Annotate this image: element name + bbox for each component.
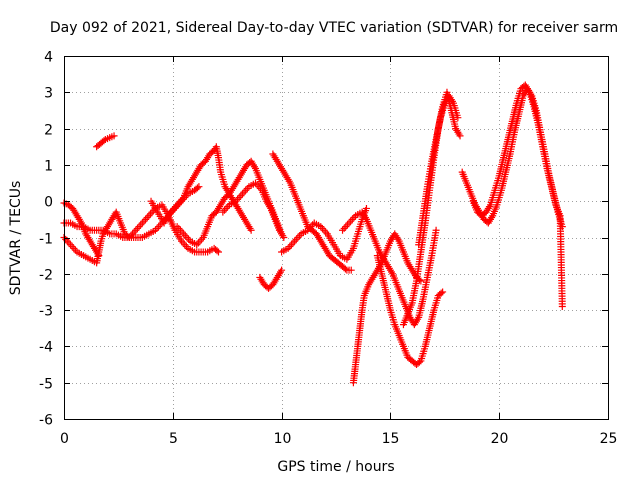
data-point xyxy=(237,192,245,200)
data-point xyxy=(138,219,146,227)
x-axis-label: GPS time / hours xyxy=(277,459,394,475)
data-point xyxy=(348,215,356,223)
data-point xyxy=(181,241,189,249)
data-point xyxy=(219,208,227,216)
data-point xyxy=(222,204,230,212)
data-point xyxy=(70,244,78,252)
y-tick-label: -4 xyxy=(39,340,53,356)
y-tick-label: 3 xyxy=(44,86,53,102)
data-point xyxy=(340,224,348,232)
data-point xyxy=(342,223,350,231)
x-tick-label: 25 xyxy=(600,431,618,447)
data-point xyxy=(137,221,145,229)
data-point xyxy=(280,234,288,241)
data-point xyxy=(143,214,151,222)
data-point xyxy=(142,215,150,223)
series-track-h xyxy=(256,266,286,292)
data-point xyxy=(195,183,203,191)
y-tick-label: 0 xyxy=(44,195,53,211)
series-track-j xyxy=(278,204,370,263)
axis-ticks xyxy=(64,56,609,420)
data-point xyxy=(214,248,222,256)
x-tick-label: 0 xyxy=(60,431,69,447)
y-tick-label: -6 xyxy=(39,413,53,429)
data-point xyxy=(240,188,248,196)
data-point xyxy=(181,232,189,240)
data-point xyxy=(67,241,75,249)
data-point xyxy=(454,114,462,122)
y-tick-label: 2 xyxy=(44,123,53,139)
data-point xyxy=(220,206,228,214)
data-point xyxy=(437,289,445,297)
data-point xyxy=(140,217,148,225)
data-point xyxy=(110,132,118,140)
x-tick-label: 20 xyxy=(491,431,509,447)
series-track-e xyxy=(147,143,255,234)
data-marks xyxy=(60,81,566,387)
series-track-m xyxy=(373,252,447,369)
data-point xyxy=(155,223,163,231)
data-point xyxy=(456,132,464,140)
data-point xyxy=(135,223,143,231)
data-point xyxy=(145,212,153,220)
chart-title: Day 092 of 2021, Sidereal Day-to-day VTE… xyxy=(50,20,618,36)
y-axis-label: SDTVAR / TECUs xyxy=(8,181,24,296)
y-tick-label: -1 xyxy=(39,232,53,248)
series-track-q xyxy=(469,81,566,310)
series-track-i xyxy=(269,150,355,274)
data-point xyxy=(235,194,243,202)
y-tick-label: 1 xyxy=(44,159,53,175)
grid xyxy=(64,56,608,419)
data-point xyxy=(132,226,140,234)
data-point xyxy=(65,239,73,247)
data-point xyxy=(339,226,347,234)
data-point xyxy=(213,247,221,255)
data-point xyxy=(146,210,154,218)
data-point xyxy=(100,137,108,145)
data-point xyxy=(292,235,300,243)
x-tick-label: 10 xyxy=(274,431,292,447)
data-point xyxy=(320,226,328,234)
data-point xyxy=(183,234,191,241)
series-track-n xyxy=(399,88,464,329)
data-point xyxy=(415,358,423,366)
data-point xyxy=(247,226,255,234)
y-tick-label: 4 xyxy=(44,50,53,66)
x-tick-label: 5 xyxy=(169,431,178,447)
data-point xyxy=(558,302,566,310)
y-tick-label: -3 xyxy=(39,304,53,320)
data-point xyxy=(62,235,70,243)
data-point xyxy=(287,241,295,249)
y-tick-labels: -6 -5 -4 -3 -2 -1 0 1 2 3 4 xyxy=(39,50,53,429)
data-point xyxy=(432,226,440,234)
data-point xyxy=(294,234,302,241)
data-point xyxy=(439,288,447,296)
data-point xyxy=(343,221,351,229)
data-point xyxy=(347,217,355,225)
x-tick-label: 15 xyxy=(382,431,400,447)
data-point xyxy=(193,184,201,192)
data-point xyxy=(194,239,202,247)
y-tick-label: -5 xyxy=(39,377,53,393)
data-point xyxy=(133,224,141,232)
series-track-d xyxy=(93,132,118,151)
data-point xyxy=(278,266,286,274)
data-point xyxy=(68,243,76,251)
x-tick-labels: 0 5 10 15 20 25 xyxy=(60,431,617,447)
data-point xyxy=(341,265,349,273)
series-track-g xyxy=(219,179,288,241)
y-tick-label: -2 xyxy=(39,268,53,284)
data-point xyxy=(95,252,103,260)
data-point xyxy=(362,204,370,212)
data-point xyxy=(345,219,353,227)
data-point xyxy=(347,266,355,274)
data-point xyxy=(238,190,246,198)
data-point xyxy=(289,239,297,247)
data-point xyxy=(242,186,250,194)
series-track-o xyxy=(415,92,462,249)
